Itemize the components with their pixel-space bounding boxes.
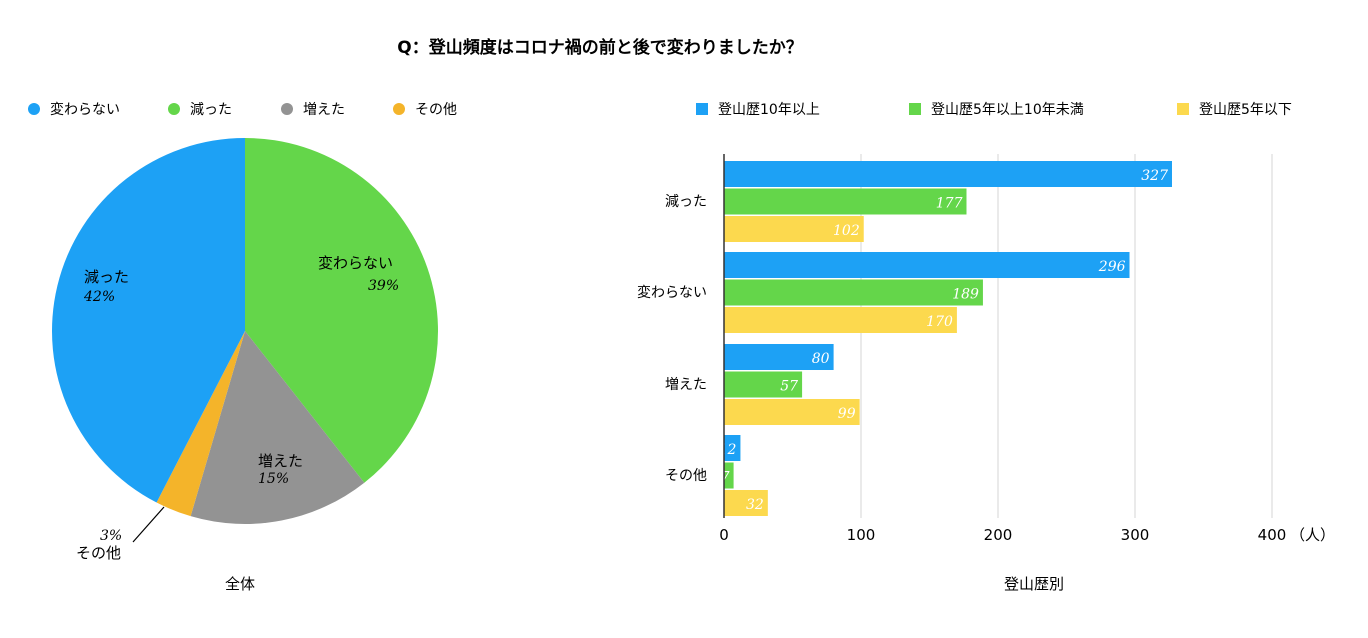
bar-value-label: 32 bbox=[746, 497, 764, 513]
pie-legend-item-decreased: 減った bbox=[168, 99, 232, 119]
pie-slice-percent: 42% bbox=[83, 289, 115, 305]
legend-swatch bbox=[909, 103, 921, 115]
bar-value-label: 177 bbox=[936, 196, 963, 212]
legend-label: 登山歴10年以上 bbox=[718, 102, 820, 118]
pie-slice-percent: 39% bbox=[368, 278, 399, 294]
legend-swatch bbox=[168, 103, 180, 115]
legend-label: 登山歴5年以下 bbox=[1199, 102, 1292, 118]
pie-slice-label: その他 bbox=[76, 544, 121, 562]
legend-swatch bbox=[393, 103, 405, 115]
bar-value-label: 57 bbox=[780, 379, 798, 395]
pie-slice bbox=[52, 138, 246, 503]
pie-slice bbox=[245, 138, 438, 483]
pie-caption: 全体 bbox=[225, 575, 256, 593]
bar-value-label: 102 bbox=[833, 223, 860, 239]
bar-chart: 0 100 200 300 400 （人）327177102減った296189170変わら… bbox=[637, 154, 1335, 544]
legend-swatch bbox=[28, 103, 40, 115]
pie-slice bbox=[190, 331, 365, 524]
x-axis-unit: （人） bbox=[1290, 526, 1335, 544]
bar-legend-item-under5y: 登山歴5年以下 bbox=[1177, 99, 1292, 119]
bar-caption: 登山歴別 bbox=[1004, 575, 1065, 593]
bar-value-label: 170 bbox=[926, 314, 953, 330]
x-tick-label: 0 bbox=[719, 526, 729, 544]
legend-swatch bbox=[281, 103, 293, 115]
y-category-label: 増えた bbox=[665, 377, 707, 393]
y-category-label: 変わらない bbox=[637, 284, 707, 301]
x-tick-label: 400 bbox=[1258, 526, 1287, 544]
bar bbox=[724, 216, 864, 242]
legend-label: 登山歴5年以上10年未満 bbox=[931, 102, 1084, 118]
bar bbox=[724, 188, 967, 215]
bar-value-label: 189 bbox=[952, 287, 979, 303]
legend-swatch bbox=[696, 103, 708, 115]
pie-slice-label: 増えた bbox=[258, 452, 303, 470]
bar bbox=[724, 399, 860, 425]
pie-legend-item-other: その他 bbox=[393, 99, 457, 119]
x-tick-label: 300 bbox=[1121, 526, 1150, 544]
bar bbox=[724, 344, 834, 370]
bar bbox=[724, 252, 1130, 278]
pie-slice-label: 減った bbox=[84, 268, 129, 286]
bar-value-label: 327 bbox=[1141, 168, 1168, 184]
bar-legend-item-10y: 登山歴10年以上 bbox=[696, 99, 820, 119]
pie-legend-item-unchanged: 変わらない bbox=[28, 99, 120, 119]
x-tick-label: 200 bbox=[984, 526, 1013, 544]
legend-swatch bbox=[1177, 103, 1189, 115]
bar-value-label: 296 bbox=[1098, 259, 1126, 275]
bar-value-label: 7 bbox=[721, 470, 730, 486]
chart-title: Q：登山頻度はコロナ禍の前と後で変わりましたか？ bbox=[397, 38, 803, 58]
legend-label: その他 bbox=[415, 102, 457, 118]
pie-slice-percent: 3% bbox=[100, 528, 122, 544]
bar bbox=[724, 435, 741, 461]
bar-value-label: 99 bbox=[838, 406, 856, 422]
pie-slice-label: 変わらない bbox=[318, 254, 393, 272]
legend-label: 増えた bbox=[303, 102, 345, 118]
pie-slice bbox=[156, 331, 245, 517]
legend-label: 変わらない bbox=[50, 102, 120, 118]
bar bbox=[724, 161, 1172, 187]
x-tick-label: 100 bbox=[847, 526, 876, 544]
bar bbox=[724, 462, 734, 489]
bar bbox=[724, 307, 957, 333]
y-category-label: その他 bbox=[665, 468, 707, 484]
bar bbox=[724, 371, 803, 398]
legend-label: 減った bbox=[190, 102, 232, 118]
pie-legend-item-increased: 増えた bbox=[281, 99, 345, 119]
bar-value-label: 12 bbox=[719, 442, 737, 458]
bar-legend-item-5to10y: 登山歴5年以上10年未満 bbox=[909, 99, 1084, 119]
bar-value-label: 80 bbox=[812, 351, 830, 367]
y-category-label: 減った bbox=[665, 193, 707, 210]
pie-leader-line bbox=[132, 506, 165, 543]
pie-slice-percent: 15% bbox=[258, 471, 289, 487]
bar bbox=[724, 279, 983, 306]
bar bbox=[724, 490, 768, 516]
